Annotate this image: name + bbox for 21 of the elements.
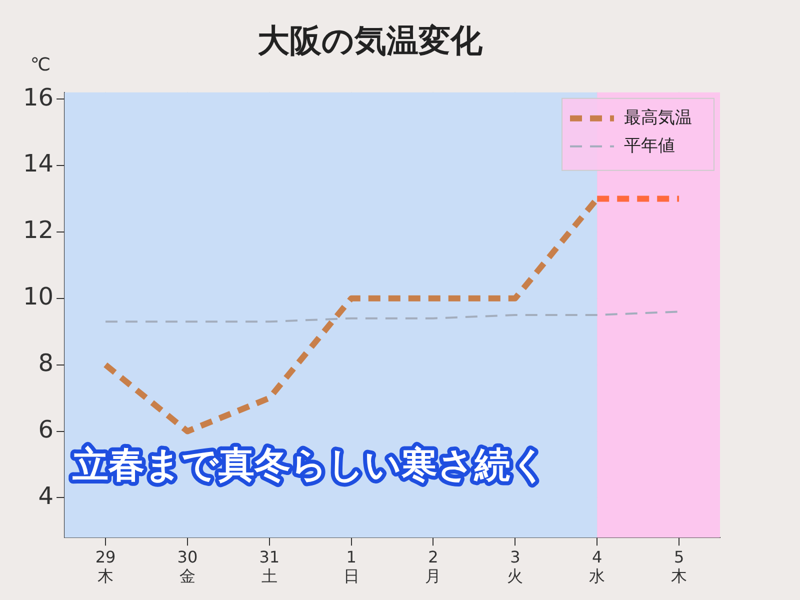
- y-tick-label: 14: [22, 150, 54, 178]
- x-tick-label: 5 木: [671, 547, 688, 586]
- y-tick-label: 12: [22, 216, 54, 244]
- y-axis-title: ℃: [30, 54, 51, 76]
- y-tick-label: 8: [38, 349, 54, 378]
- y-tick-label: 6: [38, 416, 54, 444]
- y-tick-label: 10: [22, 282, 54, 311]
- x-tick-label: 30 金: [177, 547, 198, 586]
- chart-title: 大阪の気温変化: [258, 22, 484, 60]
- x-tick-label: 1 日: [343, 547, 360, 586]
- legend-label: 平年値: [624, 136, 675, 156]
- line-series: [104, 310, 680, 323]
- x-tick-label: 31 土: [259, 547, 280, 586]
- x-tick-label: 2 月: [425, 547, 442, 586]
- x-tick-label: 29 木: [95, 547, 116, 586]
- x-tick-label: 3 火: [507, 547, 524, 586]
- y-tick-label: 16: [22, 83, 54, 112]
- y-tick-label: 4: [38, 482, 54, 510]
- x-tick-label: 4 水: [589, 547, 606, 586]
- legend-label: 最高気温: [624, 108, 692, 128]
- annotation: 立春まで真冬らしい寒さ続く: [72, 444, 548, 486]
